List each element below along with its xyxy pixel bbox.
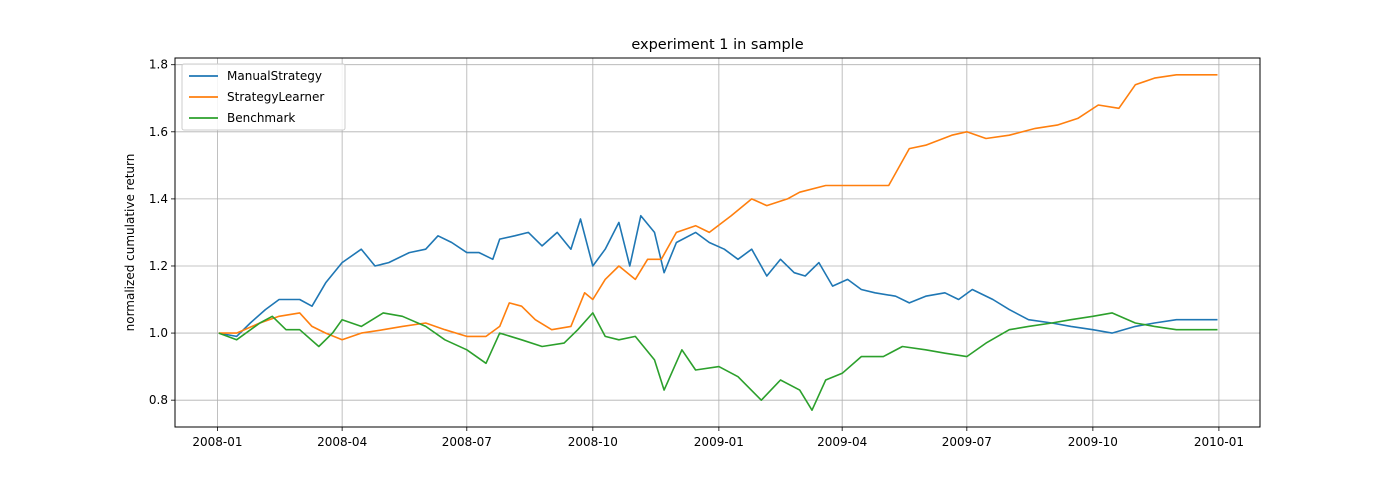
legend-label: Benchmark [227, 111, 295, 125]
y-tick-label: 1.2 [149, 259, 168, 273]
y-axis: 0.8 1.0 1.2 1.4 1.6 1.8 [149, 58, 175, 407]
x-tick-label: 2009-04 [817, 435, 867, 449]
legend-label: ManualStrategy [227, 69, 322, 83]
y-tick-label: 1.6 [149, 125, 168, 139]
y-tick-label: 1.4 [149, 192, 168, 206]
x-tick-label: 2008-01 [192, 435, 242, 449]
plot-frame [174, 57, 1261, 428]
x-axis: 2008-01 2008-04 2008-07 2008-10 2009-01 2009-… [192, 427, 1244, 449]
series-line-benchmark [218, 312, 1218, 412]
legend: ManualStrategy StrategyLearner Benchmark [181, 63, 346, 131]
grid [175, 58, 1260, 427]
y-axis-title: normalized cumulative return [123, 154, 137, 332]
x-tick-label: 2008-04 [317, 435, 367, 449]
x-tick-label: 2009-01 [694, 435, 744, 449]
y-tick-label: 1.8 [149, 58, 168, 72]
x-tick-label: 2008-07 [442, 435, 492, 449]
series-line-manualstrategy [218, 214, 1218, 338]
series-line-strategylearner [218, 74, 1218, 341]
y-tick-label: 0.8 [149, 393, 168, 407]
series-layer [218, 74, 1218, 412]
legend-box [181, 63, 346, 131]
x-tick-label: 2008-10 [568, 435, 618, 449]
x-tick-label: 2009-10 [1068, 435, 1118, 449]
chart-title: experiment 1 in sample [631, 37, 803, 53]
y-tick-label: 1.0 [149, 326, 168, 340]
legend-label: StrategyLearner [227, 90, 324, 104]
x-tick-label: 2010-01 [1194, 435, 1244, 449]
x-tick-label: 2009-07 [942, 435, 992, 449]
